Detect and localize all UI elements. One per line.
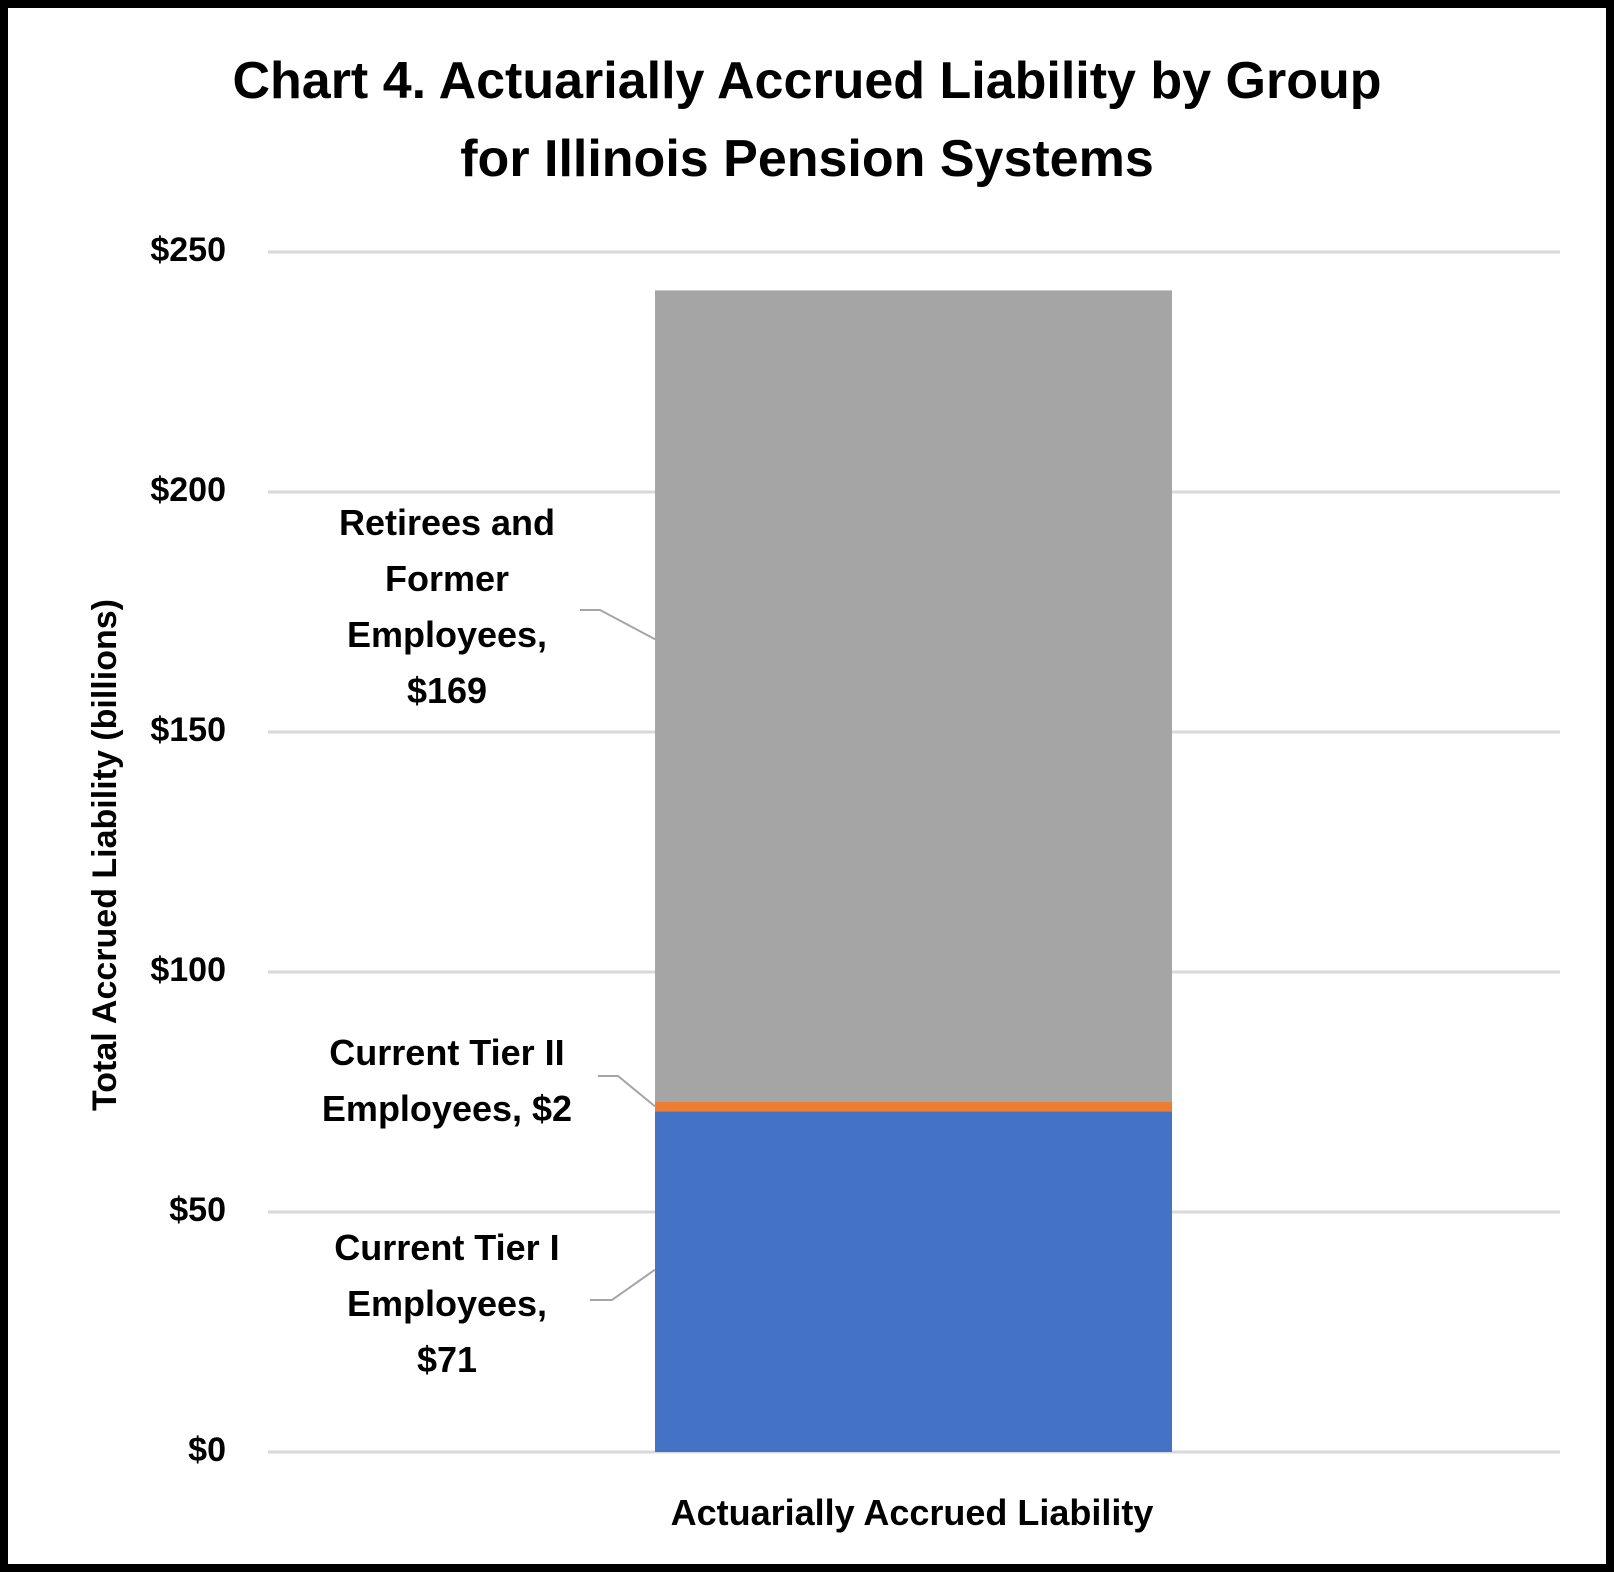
stacked-bar bbox=[655, 290, 1172, 1452]
y-tick-label: $0 bbox=[188, 1431, 226, 1469]
data-label-current-tier-ii-employees: Current Tier II Employees, $2 bbox=[322, 1032, 572, 1129]
leader-line bbox=[590, 1268, 656, 1301]
data-label-line: Current Tier II bbox=[329, 1032, 564, 1073]
data-label-leader-lines bbox=[580, 609, 656, 1301]
y-tick-label: $100 bbox=[150, 951, 226, 989]
data-label-line: $71 bbox=[417, 1339, 477, 1380]
y-tick-label: $150 bbox=[150, 711, 226, 749]
bar-segment-current-tier-ii-employees bbox=[655, 1101, 1172, 1112]
y-tick-label: $50 bbox=[169, 1191, 226, 1229]
y-axis-label: Total Accrued Liability (billions) bbox=[86, 599, 124, 1111]
chart-title-line-1: Chart 4. Actuarially Accrued Liability b… bbox=[232, 52, 1381, 110]
data-label-line: Current Tier I bbox=[334, 1227, 559, 1268]
chart-title-line-2: for Illinois Pension Systems bbox=[460, 130, 1154, 188]
data-label-line: Employees, bbox=[347, 1283, 547, 1324]
data-label-line: $169 bbox=[407, 670, 487, 711]
leader-line bbox=[598, 1075, 656, 1108]
data-label-current-tier-i-employees: Current Tier I Employees, $71 bbox=[334, 1227, 559, 1380]
bar-segment-retirees-and-former-employees bbox=[655, 290, 1172, 1102]
leader-line bbox=[580, 609, 656, 641]
data-label-retirees-and-former-employees: Retirees and Former Employees, $169 bbox=[339, 502, 555, 711]
y-axis-tick-labels: $0 $50 $100 $150 $200 $250 bbox=[150, 231, 226, 1469]
data-label-line: Employees, $2 bbox=[322, 1088, 572, 1129]
y-tick-label: $200 bbox=[150, 471, 226, 509]
data-label-line: Retirees and bbox=[339, 502, 555, 543]
bar-segment-current-tier-i-employees bbox=[655, 1111, 1172, 1452]
x-category-label: Actuarially Accrued Liability bbox=[671, 1492, 1154, 1533]
y-tick-label: $250 bbox=[150, 231, 226, 269]
chart-title: Chart 4. Actuarially Accrued Liability b… bbox=[232, 52, 1381, 188]
data-label-line: Former bbox=[385, 558, 509, 599]
data-label-line: Employees, bbox=[347, 614, 547, 655]
